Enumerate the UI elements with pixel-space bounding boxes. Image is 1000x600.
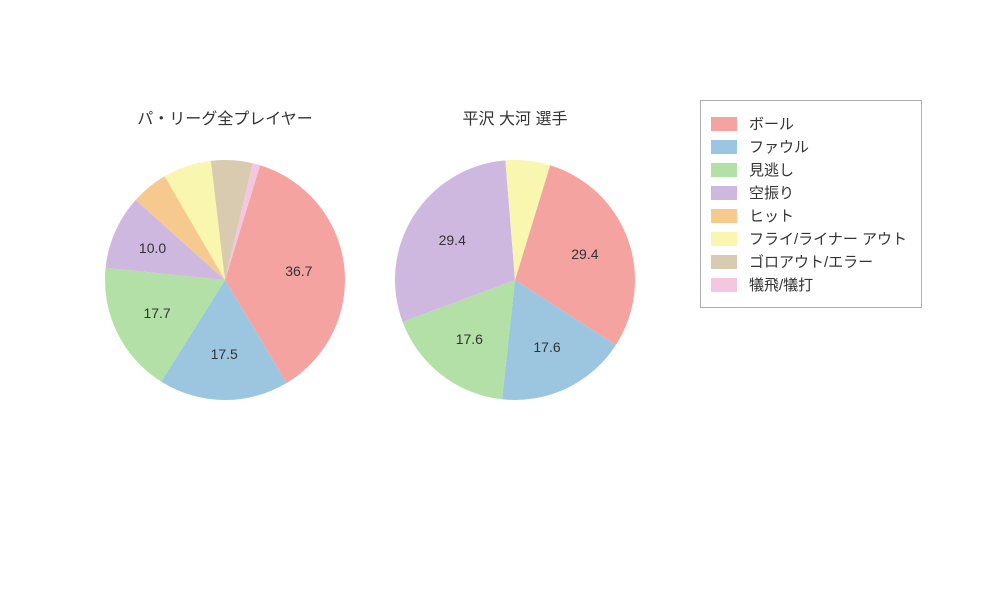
legend-label-foul: ファウル xyxy=(749,136,809,157)
legend-swatch-sac xyxy=(711,278,737,292)
legend-label-ground_err: ゴロアウト/エラー xyxy=(749,251,873,272)
legend-row-swing_miss: 空振り xyxy=(711,182,907,203)
legend-swatch-foul xyxy=(711,140,737,154)
legend-swatch-fly_liner xyxy=(711,232,737,246)
slice-label-ball: 36.7 xyxy=(285,263,312,279)
slice-label-ball: 29.4 xyxy=(571,246,598,262)
pie-player-title: 平沢 大河 選手 xyxy=(463,105,568,129)
legend-label-sac: 犠飛/犠打 xyxy=(749,274,813,295)
chart-container: パ・リーグ全プレイヤー 平沢 大河 選手 ボールファウル見逃し空振りヒットフライ… xyxy=(0,0,1000,600)
legend-swatch-swing_miss xyxy=(711,186,737,200)
pie-player-svg xyxy=(395,160,635,400)
legend-swatch-ground_err xyxy=(711,255,737,269)
legend-label-hit: ヒット xyxy=(749,205,794,226)
legend-label-looking: 見逃し xyxy=(749,159,794,180)
legend: ボールファウル見逃し空振りヒットフライ/ライナー アウトゴロアウト/エラー犠飛/… xyxy=(700,100,922,308)
legend-row-looking: 見逃し xyxy=(711,159,907,180)
legend-label-fly_liner: フライ/ライナー アウト xyxy=(749,228,907,249)
legend-swatch-looking xyxy=(711,163,737,177)
legend-row-ball: ボール xyxy=(711,113,907,134)
slice-label-looking: 17.6 xyxy=(456,331,483,347)
pie-league-svg xyxy=(105,160,345,400)
slice-label-looking: 17.7 xyxy=(143,305,170,321)
legend-row-sac: 犠飛/犠打 xyxy=(711,274,907,295)
legend-row-fly_liner: フライ/ライナー アウト xyxy=(711,228,907,249)
legend-label-swing_miss: 空振り xyxy=(749,182,794,203)
slice-label-swing_miss: 10.0 xyxy=(139,240,166,256)
legend-label-ball: ボール xyxy=(749,113,794,134)
legend-row-ground_err: ゴロアウト/エラー xyxy=(711,251,907,272)
slice-label-foul: 17.6 xyxy=(533,339,560,355)
pie-league xyxy=(105,160,345,400)
legend-row-foul: ファウル xyxy=(711,136,907,157)
legend-swatch-hit xyxy=(711,209,737,223)
pie-league-title: パ・リーグ全プレイヤー xyxy=(137,105,313,129)
slice-label-swing_miss: 29.4 xyxy=(439,232,466,248)
legend-swatch-ball xyxy=(711,117,737,131)
pie-player xyxy=(395,160,635,400)
slice-label-foul: 17.5 xyxy=(211,346,238,362)
legend-row-hit: ヒット xyxy=(711,205,907,226)
